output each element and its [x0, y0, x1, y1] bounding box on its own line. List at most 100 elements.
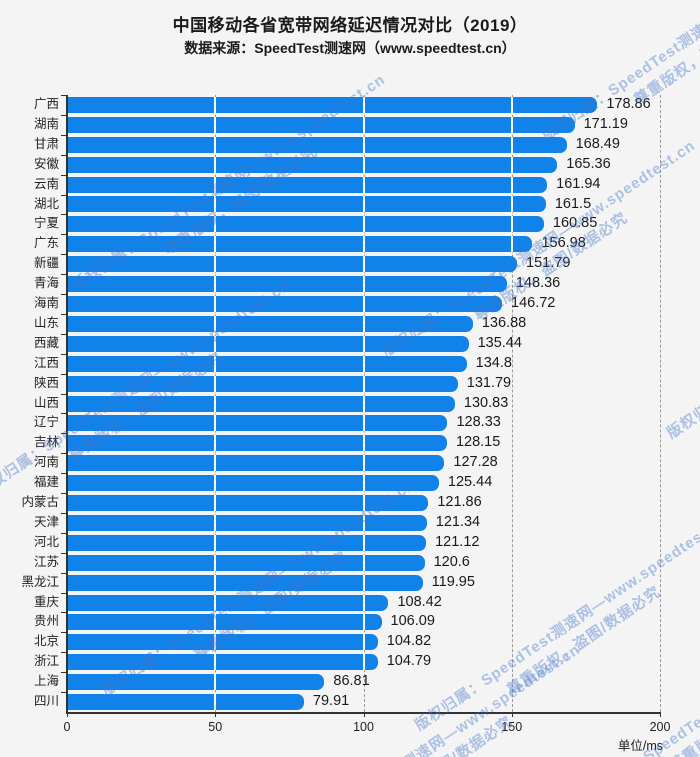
category-label: 天津 — [33, 514, 59, 529]
gridline-over-bar — [510, 176, 513, 193]
y-axis-tick — [61, 134, 67, 136]
gridline-over-bar — [362, 634, 365, 651]
gridline-over-bar — [214, 614, 217, 631]
bar — [67, 455, 445, 472]
bar — [67, 216, 544, 233]
category-label: 陕西 — [33, 375, 59, 390]
gridline-over-bar — [214, 415, 217, 432]
x-axis-tick-label: 150 — [501, 720, 523, 734]
category-label: 河南 — [33, 455, 59, 470]
bar — [67, 514, 427, 531]
gridline-over-bar — [214, 435, 217, 452]
gridline-over-bar — [362, 236, 365, 253]
bar — [67, 176, 548, 193]
bar — [67, 96, 598, 113]
value-label: 79.91 — [312, 693, 350, 710]
y-axis-tick — [61, 473, 67, 475]
bar — [67, 136, 567, 153]
value-label: 156.98 — [541, 235, 586, 252]
x-axis-tick — [660, 712, 661, 717]
category-label: 云南 — [33, 176, 59, 191]
bar — [67, 495, 429, 512]
gridline-over-bar — [362, 514, 365, 531]
gridline-over-bar — [362, 136, 365, 153]
y-axis-tick — [61, 154, 67, 156]
category-label: 青海 — [33, 276, 59, 291]
category-label: 新疆 — [33, 256, 59, 271]
bar — [67, 156, 558, 173]
gridline-over-bar — [214, 355, 217, 372]
gridline-over-bar — [214, 574, 217, 591]
gridline-over-bar — [362, 355, 365, 372]
gridline-over-bar — [214, 495, 217, 512]
value-label: 165.36 — [566, 155, 611, 172]
category-label: 江西 — [33, 355, 59, 370]
y-axis-tick — [61, 433, 67, 435]
bar — [67, 395, 455, 412]
y-axis-tick — [61, 194, 67, 196]
value-label: 168.49 — [575, 135, 620, 152]
gridline-over-bar — [510, 136, 513, 153]
y-axis-tick — [61, 353, 67, 355]
gridline-over-bar — [214, 554, 217, 571]
gridline-over-bar — [214, 136, 217, 153]
value-label: 161.5 — [554, 195, 592, 212]
value-label: 120.6 — [433, 553, 470, 570]
category-label: 广西 — [33, 97, 59, 111]
bar — [67, 554, 425, 571]
value-label: 130.83 — [463, 394, 509, 411]
gridline-over-bar — [362, 614, 365, 631]
y-axis-tick — [61, 114, 67, 116]
gridline-over-bar — [362, 176, 365, 193]
value-label: 108.42 — [397, 593, 442, 610]
gridline-over-bar — [362, 495, 365, 512]
y-axis-tick — [61, 294, 67, 296]
gridline-over-bar — [362, 315, 365, 332]
gridline-over-bar — [362, 435, 365, 452]
value-label: 121.86 — [437, 494, 482, 511]
category-label: 内蒙古 — [21, 495, 59, 510]
bar — [67, 694, 304, 711]
y-axis-tick — [61, 393, 67, 395]
gridline-over-bar — [214, 315, 217, 332]
gridline-over-bar — [214, 674, 217, 691]
category-label: 浙江 — [33, 654, 59, 669]
chart-title: 中国移动各省宽带网络延迟情况对比（2019） — [172, 16, 528, 35]
value-label: 104.82 — [386, 633, 432, 650]
value-label: 151.79 — [526, 255, 571, 272]
y-axis-tick — [61, 552, 67, 554]
value-label: 127.28 — [453, 454, 498, 471]
y-axis-tick — [61, 174, 67, 176]
gridline-over-bar — [214, 156, 217, 173]
y-axis-tick — [61, 453, 67, 455]
gridline-over-bar — [214, 514, 217, 531]
gridline-over-bar — [362, 574, 365, 591]
value-label: 86.81 — [333, 673, 370, 690]
gridline-over-bar — [362, 196, 365, 213]
y-axis-tick — [61, 632, 67, 634]
category-label: 湖南 — [33, 116, 59, 131]
gridline-over-bar — [362, 256, 365, 273]
gridline-over-bar — [214, 295, 217, 312]
value-label: 119.95 — [431, 573, 475, 590]
bar — [67, 614, 382, 631]
y-axis-tick — [61, 592, 67, 594]
gridline-over-bar — [214, 236, 217, 253]
gridline-over-bar — [362, 654, 365, 671]
gridline-over-bar — [214, 634, 217, 651]
gridline-over-bar — [214, 534, 217, 551]
chart-subtitle: 数据来源：SpeedTest测速网（www.speedtest.cn） — [184, 40, 516, 56]
bar — [67, 276, 507, 293]
bar — [67, 674, 325, 691]
bar — [67, 355, 467, 372]
value-label: 104.79 — [386, 653, 432, 670]
y-axis-tick — [61, 612, 67, 614]
gridline-over-bar — [214, 176, 217, 193]
y-axis-tick — [61, 512, 67, 514]
gridline-over-bar — [362, 375, 365, 392]
gridline-over-bar — [362, 395, 365, 412]
value-label: 125.44 — [447, 474, 493, 491]
value-label: 160.85 — [552, 215, 598, 232]
